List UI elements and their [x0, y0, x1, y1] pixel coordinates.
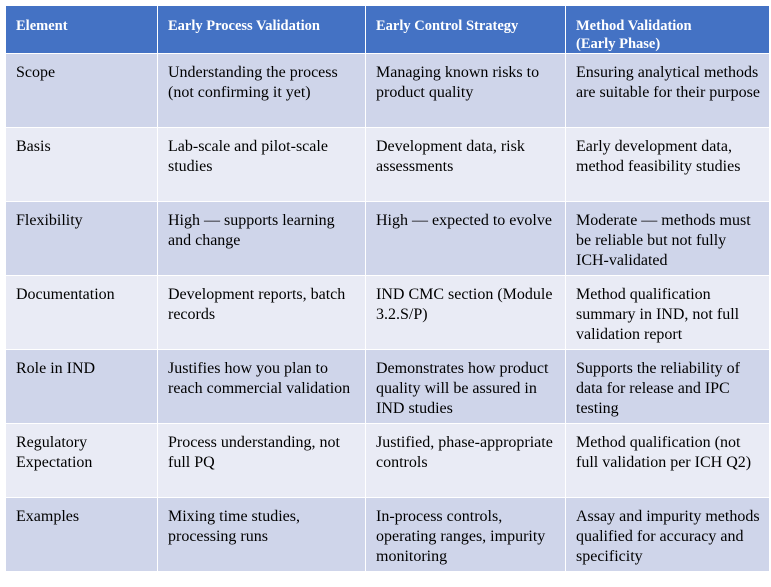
table-cell: Understanding the process (not confirmin…: [157, 53, 366, 128]
table-header-row: Element Early Process Validation Early C…: [5, 5, 770, 54]
row-label: Documentation: [5, 275, 158, 350]
table-cell: Early development data, method feasibili…: [565, 127, 770, 202]
header-line-1: Method Validation: [576, 18, 692, 34]
table-row: Flexibility High — supports learning and…: [5, 201, 770, 276]
header-line-2: (Early Phase): [576, 36, 661, 52]
table-cell: High — expected to evolve: [365, 201, 566, 276]
table-cell: Development reports, batch records: [157, 275, 366, 350]
table-cell: Moderate — methods must be reliable but …: [565, 201, 770, 276]
table-cell: Method qualification (not full validatio…: [565, 423, 770, 498]
column-header-early-process-validation: Early Process Validation: [157, 5, 366, 54]
table-cell: IND CMC section (Module 3.2.S/P): [365, 275, 566, 350]
row-label: Examples: [5, 497, 158, 572]
column-header-early-control-strategy: Early Control Strategy: [365, 5, 566, 54]
row-label: Basis: [5, 127, 158, 202]
table-cell: Development data, risk assessments: [365, 127, 566, 202]
comparison-table-container: Element Early Process Validation Early C…: [5, 5, 770, 572]
comparison-table: Element Early Process Validation Early C…: [5, 5, 770, 572]
table-cell: Justifies how you plan to reach commerci…: [157, 349, 366, 424]
table-row: Documentation Development reports, batch…: [5, 275, 770, 350]
row-label: Flexibility: [5, 201, 158, 276]
table-cell: Lab-scale and pilot-scale studies: [157, 127, 366, 202]
table-cell: Process understanding, not full PQ: [157, 423, 366, 498]
row-label: Scope: [5, 53, 158, 128]
column-header-element: Element: [5, 5, 158, 54]
table-cell: Justified, phase-appropriate controls: [365, 423, 566, 498]
table-row: Scope Understanding the process (not con…: [5, 53, 770, 128]
table-row: Examples Mixing time studies, processing…: [5, 497, 770, 572]
table-row: Role in IND Justifies how you plan to re…: [5, 349, 770, 424]
table-cell: Supports the reliability of data for rel…: [565, 349, 770, 424]
table-cell: Managing known risks to product quality: [365, 53, 566, 128]
table-cell: Ensuring analytical methods are suitable…: [565, 53, 770, 128]
table-cell: In-process controls, operating ranges, i…: [365, 497, 566, 572]
table-row: Regulatory Expectation Process understan…: [5, 423, 770, 498]
table-row: Basis Lab-scale and pilot-scale studies …: [5, 127, 770, 202]
table-cell: Assay and impurity methods qualified for…: [565, 497, 770, 572]
table-cell: Demonstrates how product quality will be…: [365, 349, 566, 424]
row-label: Regulatory Expectation: [5, 423, 158, 498]
table-cell: High — supports learning and change: [157, 201, 366, 276]
row-label: Role in IND: [5, 349, 158, 424]
table-cell: Method qualification summary in IND, not…: [565, 275, 770, 350]
column-header-method-validation: Method Validation (Early Phase): [565, 5, 770, 54]
table-cell: Mixing time studies, processing runs: [157, 497, 366, 572]
